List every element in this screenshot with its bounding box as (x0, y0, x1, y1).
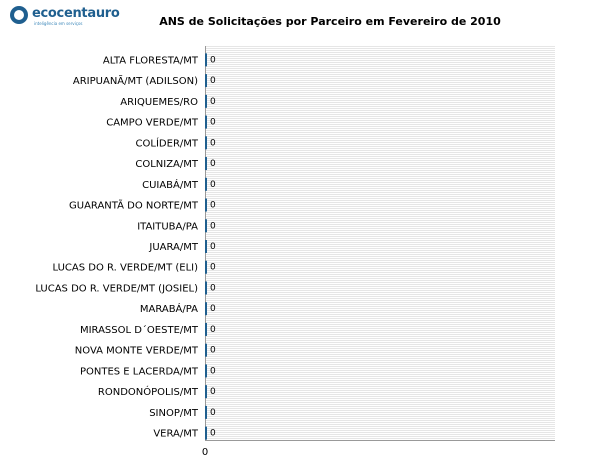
category-label: GUARANTÃ DO NORTE/MT (69, 199, 199, 212)
data-label: 0 (210, 159, 216, 169)
bar (205, 405, 207, 419)
data-label: 0 (210, 242, 216, 252)
bar (205, 322, 207, 336)
data-label: 0 (210, 263, 216, 273)
bar (205, 74, 207, 88)
chart-title: ANS de Solicitações por Parceiro em Feve… (159, 15, 501, 28)
bar (205, 53, 207, 67)
data-label: 0 (210, 118, 216, 128)
category-label: COLNIZA/MT (135, 159, 199, 170)
bar (205, 260, 207, 274)
category-label: ALTA FLORESTA/MT (103, 55, 199, 66)
logo-wordmark: ecocentauro (32, 6, 120, 21)
category-label: CAMPO VERDE/MT (106, 118, 199, 129)
logo-icon (10, 6, 28, 24)
category-label: CUIABÁ/MT (142, 178, 199, 191)
brand-logo: ecocentauro inteligência em serviços (10, 6, 130, 26)
data-label: 0 (210, 325, 216, 335)
data-label: 0 (210, 283, 216, 293)
data-label: 0 (210, 180, 216, 190)
data-label: 0 (210, 201, 216, 211)
data-label: 0 (210, 97, 216, 107)
category-label: ARIQUEMES/RO (120, 97, 198, 108)
bar (205, 302, 207, 316)
category-label: MARABÁ/PA (140, 302, 198, 315)
bar (205, 343, 207, 357)
category-label: LUCAS DO R. VERDE/MT (JOSIEL) (35, 283, 198, 294)
category-label: ITAITUBA/PA (137, 221, 198, 232)
bar (205, 240, 207, 253)
category-label: RONDONÓPOLIS/MT (98, 385, 199, 398)
category-label: COLÍDER/MT (136, 136, 199, 149)
data-label: 0 (210, 346, 216, 356)
category-label: MIRASSOL D´OESTE/MT (80, 324, 199, 336)
bar (205, 115, 207, 129)
bar (205, 426, 207, 440)
category-label: LUCAS DO R. VERDE/MT (ELI) (53, 263, 199, 274)
bar (205, 219, 207, 233)
bar (205, 364, 207, 378)
bar (205, 281, 207, 295)
x-tick-label: 0 (202, 447, 208, 458)
bar (205, 385, 207, 399)
bar (205, 177, 207, 191)
data-label: 0 (210, 138, 216, 148)
data-label: 0 (210, 304, 216, 314)
bar (205, 94, 207, 108)
category-label: NOVA MONTE VERDE/MT (75, 346, 199, 357)
data-label: 0 (210, 408, 216, 418)
bar (205, 157, 207, 171)
data-label: 0 (210, 55, 216, 65)
logo-tagline: inteligência em serviços (34, 21, 83, 26)
data-label: 0 (210, 76, 216, 86)
category-label: JUARA/MT (148, 242, 198, 253)
category-label: PONTES E LACERDA/MT (80, 366, 199, 377)
data-label: 0 (210, 221, 216, 231)
bar (205, 136, 207, 150)
category-label: SINOP/MT (149, 408, 199, 419)
data-label: 0 (210, 387, 216, 397)
data-label: 0 (210, 429, 216, 439)
data-label: 0 (210, 366, 216, 376)
category-label: VERA/MT (153, 429, 199, 440)
category-label: ARIPUANÃ/MT (ADILSON) (73, 74, 198, 87)
bar (205, 198, 207, 212)
